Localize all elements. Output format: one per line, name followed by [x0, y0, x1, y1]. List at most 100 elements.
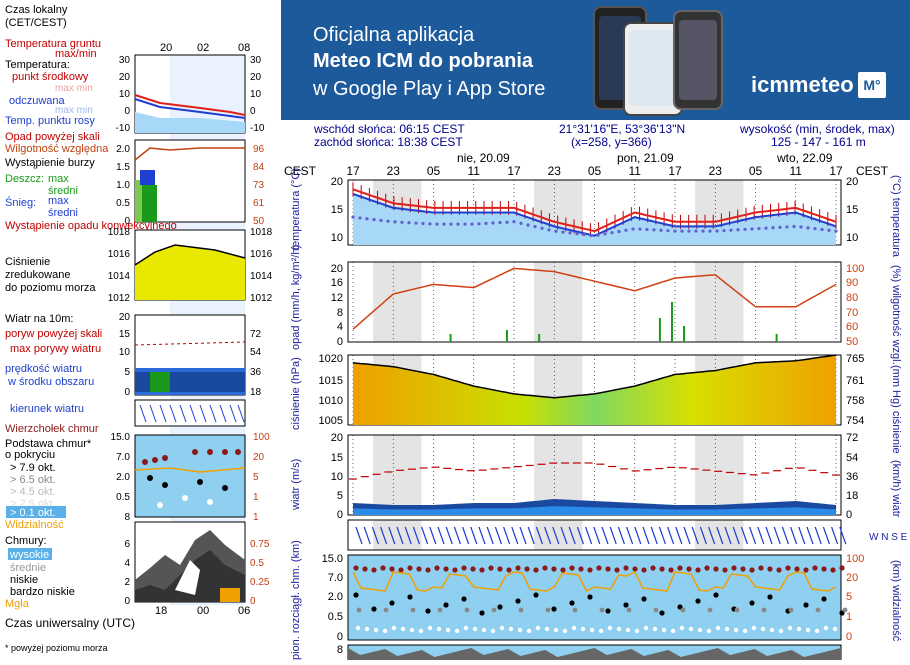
cloud-base-dot-grey [626, 607, 632, 613]
cloud-top-dot [776, 567, 782, 573]
cloud-top-dot [785, 565, 791, 571]
cloud-base-panel [347, 554, 842, 641]
day-label-1: nie, 20.09 [457, 151, 510, 165]
cloud-base-dot-grey [761, 607, 767, 613]
legend-temp-tick-r: 20 [250, 72, 262, 83]
hum-tick: 60 [846, 321, 858, 333]
cloud-base-dot [497, 604, 503, 610]
cloud-base-dot-white [445, 627, 451, 633]
dew-point-dot [673, 229, 677, 233]
legend-wind-avg-1: prędkość wiatru [5, 363, 82, 375]
wind-arrow [781, 526, 789, 545]
cloud-base-dot-white [814, 628, 820, 634]
dew-point-dot [449, 222, 453, 226]
app-banner[interactable]: Oficjalna aplikacja Meteo ICM do pobrani… [281, 0, 910, 120]
dew-point-dot [596, 233, 600, 237]
wind-tick: 0 [337, 509, 343, 521]
legend-footnote: * powyżej poziomu morza [5, 643, 108, 653]
dew-point-dot [372, 217, 376, 222]
cloud-top-dot [479, 567, 485, 573]
cloud-top-dot [821, 566, 827, 572]
dew-point-dot [715, 229, 719, 233]
wind-axis-label-r: (km/h) wiatr [890, 460, 902, 518]
wind-arrow [822, 526, 830, 545]
cloud-base-dot [425, 608, 431, 614]
wind-tick: 10 [331, 471, 343, 483]
dew-point-dot [512, 220, 516, 224]
dew-point-dot [533, 225, 537, 229]
cloud-top-dot [659, 566, 665, 572]
cloud-top-dot [758, 565, 764, 571]
cb-tick: 7.0 [328, 572, 343, 584]
temp-tick-r: 20 [846, 176, 858, 188]
cloud-base-dot-white [454, 628, 460, 634]
cloud-top-dot [839, 565, 845, 571]
legend-cl-tick: 2 [124, 577, 130, 588]
cloud-top-dot [803, 567, 809, 573]
wind-arrow [617, 526, 625, 545]
wind-arrow [773, 526, 781, 545]
humidity-line [352, 267, 837, 330]
cloud-base-dot [389, 600, 395, 606]
cloud-base-dot [353, 592, 359, 598]
legend-vis-tick: 1 [253, 512, 259, 523]
dew-point-dot [379, 218, 383, 222]
legend-cl-tick-r: 0.5 [250, 558, 264, 569]
cloud-base-dot-white [400, 626, 406, 632]
precip-bar [683, 326, 686, 342]
cloud-base-dot-white [823, 625, 829, 631]
cloud-base-dot-grey [356, 607, 362, 613]
legend-cloud-base-dots [147, 475, 228, 491]
legend-rain-max-label: max [48, 173, 69, 185]
cloud-base-dot [641, 596, 647, 602]
cloud-base-dot-white [463, 625, 469, 631]
cloud-top-dot [506, 567, 512, 573]
legend-temp-tick-r: 0 [250, 106, 256, 117]
legend-precip-tick: 2.0 [116, 144, 130, 155]
legend-snow-max: max [48, 195, 69, 207]
cloud-base-dot-white [805, 627, 811, 633]
precip-tick: 20 [331, 263, 343, 275]
dew-point-dot [617, 229, 621, 234]
wind-arrow [642, 526, 650, 545]
dew-point-dot [820, 227, 824, 232]
pres-tick: 1020 [319, 353, 343, 365]
pres-tick: 1015 [319, 375, 343, 387]
clouds-fill [348, 648, 841, 660]
wind-arrow [650, 526, 658, 545]
hour-label: 17 [668, 164, 682, 178]
mmhg-tick: 761 [846, 375, 864, 387]
hum-tick: 70 [846, 307, 858, 319]
legend-wind-tick-r: 36 [250, 367, 262, 378]
cloud-top-dot [443, 566, 449, 572]
dew-point-dot [792, 224, 796, 229]
wind-arrow [708, 526, 716, 545]
legend-clouds-mid: średnie [10, 562, 46, 574]
dew-point-dot [491, 221, 495, 225]
cloud-base-dot-white [364, 626, 370, 632]
cloud-top-dot [542, 565, 548, 571]
legend-temp-tick: 30 [119, 55, 131, 66]
legend-cloud-white-dots [157, 495, 213, 508]
cloud-top-dot [632, 566, 638, 572]
wind-arrow [412, 526, 420, 545]
cloud-top-dot [650, 565, 656, 571]
legend-cover-45: > 4.5 okt. [10, 486, 56, 498]
wind-arrow [380, 526, 388, 545]
vis-tick: 100 [846, 553, 864, 565]
hum-tick: 50 [846, 336, 858, 348]
legend-wind-green [150, 372, 170, 392]
hour-label: 05 [427, 164, 441, 178]
hour-label: 05 [749, 164, 763, 178]
wind-arrow [371, 526, 379, 545]
wind-arrow [724, 526, 732, 545]
legend-pres-tick-r: 1014 [250, 271, 273, 282]
legend-hum-tick: 61 [253, 198, 265, 209]
cloud-base-dot-grey [788, 607, 794, 613]
cloud-top-dot [641, 567, 647, 573]
cloud-base-dot [821, 596, 827, 602]
wind-arrow [404, 526, 412, 545]
cb-tick: 0.5 [328, 611, 343, 623]
dew-point-dot [631, 227, 635, 231]
legend-hum-tick: 96 [253, 144, 265, 155]
